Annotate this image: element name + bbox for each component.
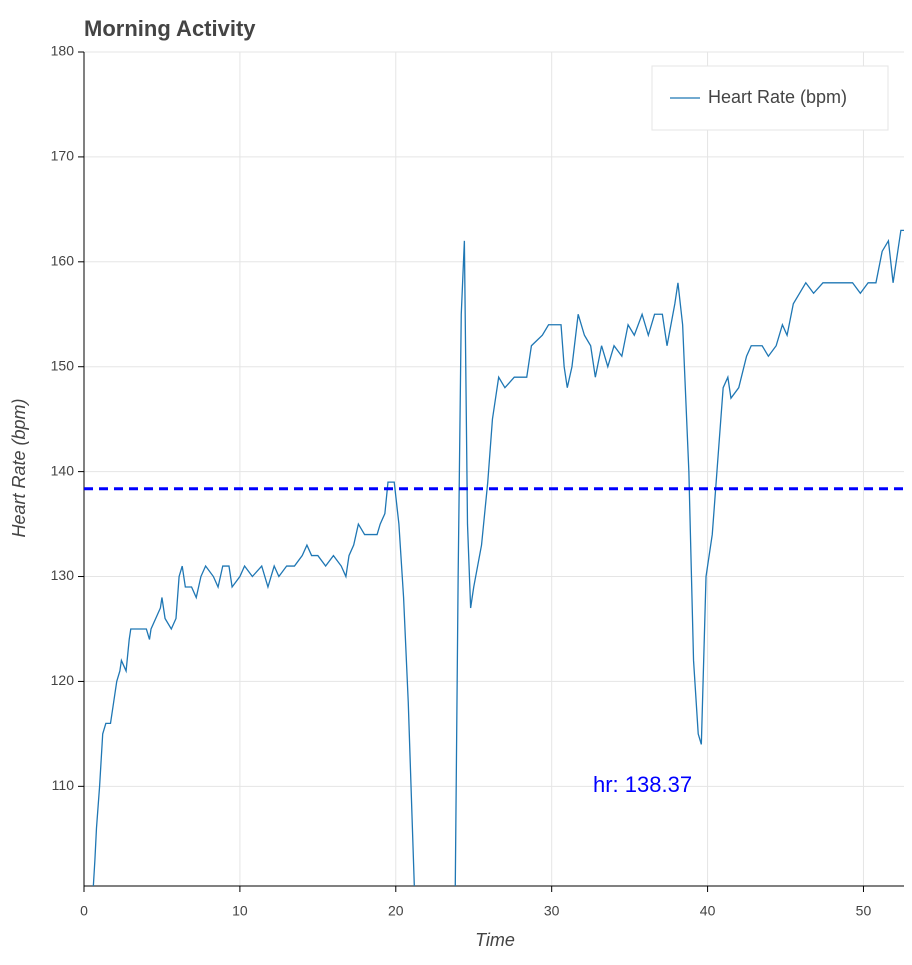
y-axis-label: Heart Rate (bpm) [9, 398, 29, 537]
chart-title: Morning Activity [84, 16, 256, 41]
y-tick-label: 120 [51, 672, 75, 688]
data-line [92, 229, 904, 886]
x-tick-label: 50 [856, 903, 872, 919]
x-tick-label: 0 [80, 903, 88, 919]
x-tick-label: 30 [544, 903, 560, 919]
y-tick-label: 160 [51, 253, 75, 269]
y-tick-label: 150 [51, 357, 75, 373]
y-tick-label: 140 [51, 462, 75, 478]
y-tick-label: 170 [51, 148, 75, 164]
plot-area [84, 229, 904, 886]
annotation: hr: 138.37 [593, 772, 692, 797]
legend-label: Heart Rate (bpm) [708, 87, 847, 107]
y-tick-label: 110 [52, 777, 75, 793]
x-axis-label: Time [475, 930, 515, 950]
y-tick-label: 180 [51, 43, 75, 59]
x-tick-label: 20 [388, 903, 404, 919]
x-tick-label: 40 [700, 903, 716, 919]
y-tick-label: 130 [51, 567, 75, 583]
x-tick-label: 10 [232, 903, 248, 919]
